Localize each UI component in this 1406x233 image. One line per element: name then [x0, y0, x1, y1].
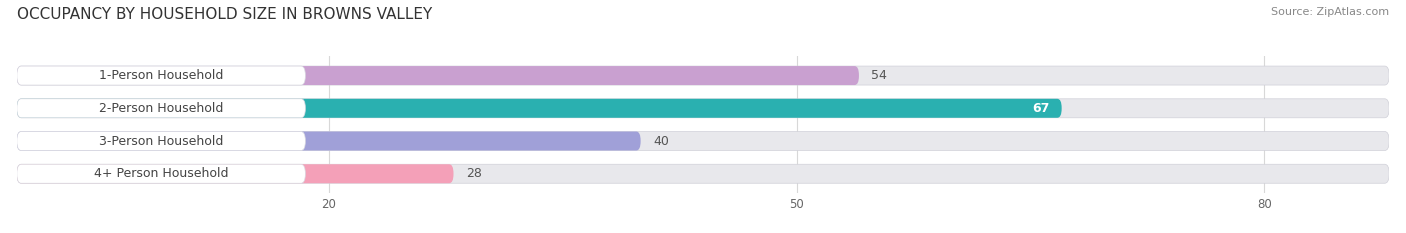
Text: 54: 54: [872, 69, 887, 82]
Text: 1-Person Household: 1-Person Household: [98, 69, 224, 82]
FancyBboxPatch shape: [17, 131, 1389, 151]
FancyBboxPatch shape: [17, 99, 1062, 118]
FancyBboxPatch shape: [17, 99, 305, 118]
Text: Source: ZipAtlas.com: Source: ZipAtlas.com: [1271, 7, 1389, 17]
FancyBboxPatch shape: [17, 164, 305, 183]
FancyBboxPatch shape: [17, 131, 305, 151]
Text: 4+ Person Household: 4+ Person Household: [94, 167, 228, 180]
FancyBboxPatch shape: [17, 66, 305, 85]
FancyBboxPatch shape: [17, 66, 859, 85]
Text: 3-Person Household: 3-Person Household: [98, 134, 224, 147]
FancyBboxPatch shape: [17, 131, 641, 151]
FancyBboxPatch shape: [17, 164, 454, 183]
Text: OCCUPANCY BY HOUSEHOLD SIZE IN BROWNS VALLEY: OCCUPANCY BY HOUSEHOLD SIZE IN BROWNS VA…: [17, 7, 432, 22]
FancyBboxPatch shape: [17, 99, 1389, 118]
Text: 40: 40: [654, 134, 669, 147]
Text: 67: 67: [1032, 102, 1049, 115]
FancyBboxPatch shape: [17, 164, 1389, 183]
Text: 28: 28: [465, 167, 482, 180]
Text: 2-Person Household: 2-Person Household: [98, 102, 224, 115]
FancyBboxPatch shape: [17, 66, 1389, 85]
